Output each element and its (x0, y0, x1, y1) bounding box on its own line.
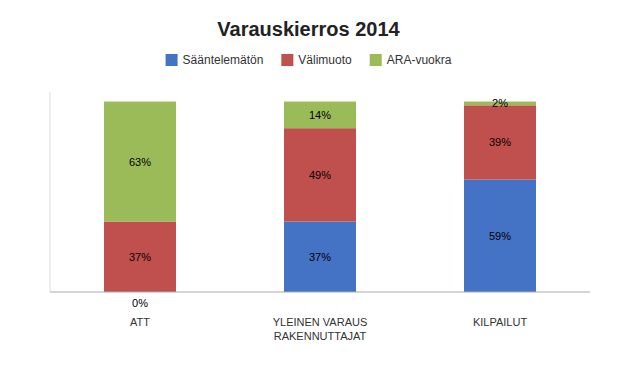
x-tick-label-line: ATT (130, 316, 150, 328)
bar-segment (284, 222, 356, 292)
data-label: 49% (309, 169, 331, 181)
data-label: 63% (129, 156, 151, 168)
legend-swatch (166, 54, 178, 66)
legend-swatch (370, 54, 382, 66)
title: Varauskierros 2014 (217, 18, 400, 40)
legend: Sääntelemätön Välimuoto ARA-vuokra (166, 53, 452, 67)
x-tick-label: YLEINEN VARAUS RAKENNUTTAJAT (273, 316, 368, 342)
chart: Varauskierros 2014 Sääntelemätön Välimuoto… (0, 0, 617, 381)
bar-segment (284, 102, 356, 129)
x-tick-label-line: KILPAILUT (473, 316, 527, 328)
data-label: 14% (309, 109, 331, 121)
bar-segment (464, 105, 536, 179)
legend-item: Välimuoto (281, 53, 352, 67)
bar-segment (464, 180, 536, 292)
x-tick-label: ATT (130, 316, 150, 328)
data-label: 37% (309, 251, 331, 263)
legend-item: ARA-vuokra (370, 53, 452, 67)
bars (104, 102, 536, 292)
data-label: 59% (489, 230, 511, 242)
data-label: 2% (492, 97, 508, 109)
page: {"chart_data": {"type": "bar", "stacked"… (0, 0, 617, 381)
x-axis-line (50, 292, 590, 293)
legend-swatch (281, 54, 293, 66)
legend-label: Sääntelemätön (183, 53, 264, 67)
data-label: 37% (129, 251, 151, 263)
legend-label: ARA-vuokra (387, 53, 452, 67)
bar-segment (104, 102, 176, 222)
data-labels: 0% 37% 59% 37% 49% 39% 63% 14% 2% (129, 97, 511, 309)
bar-segment (104, 222, 176, 292)
x-tick-labels: ATT YLEINEN VARAUS RAKENNUTTAJAT KILPAILUT (130, 316, 527, 342)
y-axis-line (50, 92, 51, 292)
chart-container: Varauskierros 2014 Sääntelemätön Välimuoto… (0, 0, 617, 381)
data-label: 39% (489, 136, 511, 148)
legend-item: Sääntelemätön (166, 53, 264, 67)
legend-label: Välimuoto (298, 53, 352, 67)
x-tick-label-line: RAKENNUTTAJAT (274, 330, 367, 342)
x-tick-label: KILPAILUT (473, 316, 527, 328)
x-tick-label-line: YLEINEN VARAUS (273, 316, 368, 328)
bar-segment (284, 128, 356, 221)
data-label: 0% (132, 297, 148, 309)
